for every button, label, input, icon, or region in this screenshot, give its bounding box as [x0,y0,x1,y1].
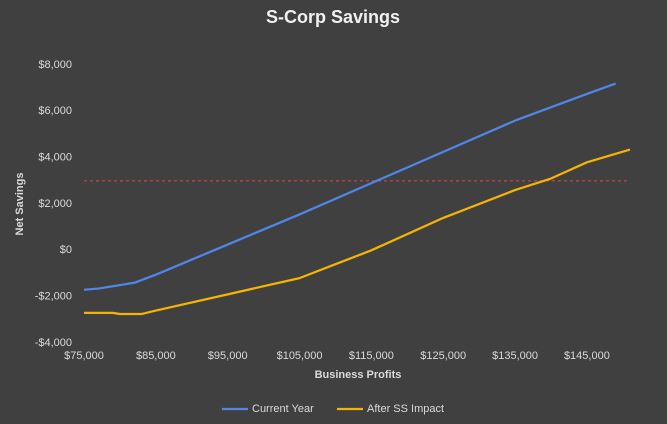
x-tick-label: $115,000 [349,350,394,362]
x-tick-label: $125,000 [420,350,466,362]
y-tick-label: $0 [60,244,72,256]
y-axis-title: Net Savings [14,173,26,236]
y-tick-label: -$2,000 [35,291,72,303]
x-tick-label: $135,000 [492,350,538,362]
legend-label: After SS Impact [367,403,444,415]
y-tick-label: $8,000 [38,59,72,71]
series-line [83,82,617,291]
chart-title: S-Corp Savings [266,7,400,27]
y-tick-label: $4,000 [38,152,72,164]
y-tick-label: -$4,000 [35,337,72,349]
y-tick-label: $2,000 [38,198,72,210]
x-tick-label: $145,000 [564,350,610,362]
series-line [84,148,631,316]
legend-label: Current Year [252,403,314,415]
x-tick-label: $75,000 [64,350,104,362]
x-tick-label: $95,000 [208,350,248,362]
y-tick-label: $6,000 [38,105,72,117]
x-axis-title: Business Profits [315,369,402,381]
x-tick-label: $85,000 [136,350,176,362]
x-tick-label: $105,000 [277,350,323,362]
